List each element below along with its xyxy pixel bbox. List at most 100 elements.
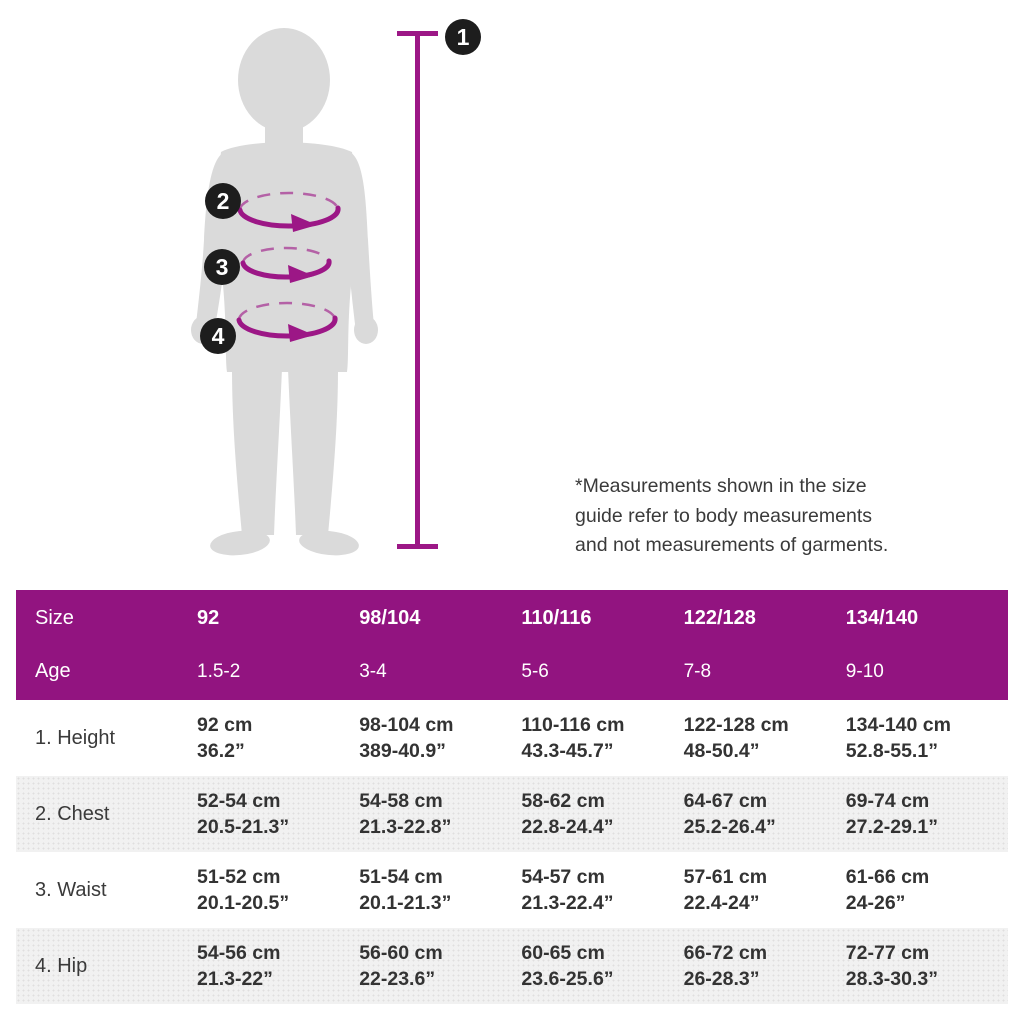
size-value: 98/104 <box>359 607 421 629</box>
cm-value: 92 cm <box>197 714 253 736</box>
measure-cell: 54-57 cm 21.3-22.4” <box>521 864 683 916</box>
marker-badge-2: 2 <box>205 183 241 219</box>
age-value: 1.5-2 <box>197 660 241 682</box>
inch-value: 43.3-45.7” <box>521 740 614 762</box>
marker-badge-1: 1 <box>445 19 481 55</box>
inch-value: 21.3-22” <box>197 968 273 990</box>
size-guide-table: Size 92 98/104 110/116 122/128 134/140 A… <box>16 590 1008 1004</box>
measure-cell: 134-140 cm 52.8-55.1” <box>846 712 1008 764</box>
cm-value: 72-77 cm <box>845 942 930 964</box>
cm-value: 58-62 cm <box>521 790 605 812</box>
size-row-label: Size <box>35 607 74 629</box>
row-label: 4. Hip <box>35 954 88 977</box>
row-label: 2. Chest <box>35 802 110 825</box>
table-row-waist: 3. Waist 51-52 cm 20.1-20.5” 51-54 cm 20… <box>16 852 1008 928</box>
cm-value: 122-128 cm <box>683 714 789 736</box>
cm-value: 56-60 cm <box>359 942 443 964</box>
age-value: 9-10 <box>845 660 884 682</box>
measure-cell: 64-67 cm 25.2-26.4” <box>684 788 846 840</box>
cm-value: 69-74 cm <box>845 790 930 812</box>
inch-value: 20.5-21.3” <box>197 816 290 838</box>
cm-value: 51-52 cm <box>197 866 281 888</box>
note-line: guide refer to body measurements <box>575 504 872 527</box>
age-value: 7-8 <box>683 660 712 682</box>
cm-value: 60-65 cm <box>521 942 605 964</box>
measure-cell: 122-128 cm 48-50.4” <box>684 712 846 764</box>
inch-value: 22-23.6” <box>359 968 436 990</box>
inch-value: 21.3-22.4” <box>521 892 614 914</box>
measurement-note: *Measurements shown in the size guide re… <box>575 472 955 561</box>
measure-cell: 57-61 cm 22.4-24” <box>684 864 846 916</box>
size-value: 92 <box>197 607 220 629</box>
row-label: 3. Waist <box>35 878 107 901</box>
cm-value: 54-58 cm <box>359 790 443 812</box>
age-value: 3-4 <box>359 660 387 682</box>
size-value: 134/140 <box>845 607 919 629</box>
inch-value: 20.1-21.3” <box>359 892 452 914</box>
cm-value: 110-116 cm <box>521 714 625 736</box>
inch-value: 26-28.3” <box>683 968 760 990</box>
measure-cell: 92 cm 36.2” <box>197 712 359 764</box>
cm-value: 64-67 cm <box>683 790 768 812</box>
height-measure-line <box>397 31 438 549</box>
inch-value: 28.3-30.3” <box>845 968 938 990</box>
cm-value: 52-54 cm <box>197 790 281 812</box>
row-label: 1. Height <box>35 726 116 749</box>
chest-girth-ellipse-icon <box>237 191 341 232</box>
age-row-label: Age <box>35 660 71 682</box>
measure-cell: 69-74 cm 27.2-29.1” <box>846 788 1008 840</box>
table-header: Size 92 98/104 110/116 122/128 134/140 A… <box>16 590 1008 700</box>
hip-girth-ellipse-icon <box>236 301 338 342</box>
note-line: *Measurements shown in the size <box>575 475 867 497</box>
inch-value: 24-26” <box>845 892 906 914</box>
inch-value: 23.6-25.6” <box>521 968 614 990</box>
measure-cell: 66-72 cm 26-28.3” <box>684 940 846 992</box>
inch-value: 52.8-55.1” <box>845 740 938 762</box>
waist-girth-ellipse-icon <box>240 246 332 283</box>
cm-value: 61-66 cm <box>845 866 930 888</box>
cm-value: 57-61 cm <box>683 866 768 888</box>
size-value: 110/116 <box>521 607 592 629</box>
cm-value: 54-57 cm <box>521 866 605 888</box>
measure-cell: 98-104 cm 389-40.9” <box>359 712 521 764</box>
cm-value: 54-56 cm <box>197 942 281 964</box>
cm-value: 66-72 cm <box>683 942 768 964</box>
measure-cell: 60-65 cm 23.6-25.6” <box>521 940 683 992</box>
header-size-row: Size 92 98/104 110/116 122/128 134/140 <box>16 599 1008 639</box>
child-silhouette-icon <box>191 28 378 556</box>
marker-badge-3: 3 <box>204 249 240 285</box>
inch-value: 22.4-24” <box>683 892 760 914</box>
table-row-hip: 4. Hip 54-56 cm 21.3-22” 56-60 cm 22-23.… <box>16 928 1008 1004</box>
measure-cell: 54-56 cm 21.3-22” <box>197 940 359 992</box>
measure-cell: 54-58 cm 21.3-22.8” <box>359 788 521 840</box>
inch-value: 21.3-22.8” <box>359 816 452 838</box>
table-row-height: 1. Height 92 cm 36.2” 98-104 cm 389-40.9… <box>16 700 1008 776</box>
cm-value: 134-140 cm <box>845 714 951 736</box>
measure-cell: 51-52 cm 20.1-20.5” <box>197 864 359 916</box>
measure-cell: 72-77 cm 28.3-30.3” <box>846 940 1008 992</box>
inch-value: 27.2-29.1” <box>845 816 938 838</box>
inch-value: 20.1-20.5” <box>197 892 290 914</box>
inch-value: 36.2” <box>197 740 245 762</box>
size-value: 122/128 <box>683 607 756 629</box>
header-age-row: Age 1.5-2 3-4 5-6 7-8 9-10 <box>16 652 1008 692</box>
measurement-diagram: 1 2 3 4 *Measurements shown in the size … <box>191 19 955 561</box>
measure-cell: 52-54 cm 20.5-21.3” <box>197 788 359 840</box>
note-line: and not measurements of garments. <box>575 534 889 556</box>
diagram-graphics <box>191 28 438 556</box>
table-row-chest: 2. Chest 52-54 cm 20.5-21.3” 54-58 cm 21… <box>16 776 1008 852</box>
inch-value: 22.8-24.4” <box>521 816 614 838</box>
cm-value: 98-104 cm <box>359 714 454 736</box>
measure-cell: 56-60 cm 22-23.6” <box>359 940 521 992</box>
cm-value: 51-54 cm <box>359 866 443 888</box>
inch-value: 25.2-26.4” <box>683 816 776 838</box>
measure-cell: 110-116 cm 43.3-45.7” <box>521 712 683 764</box>
measure-cell: 51-54 cm 20.1-21.3” <box>359 864 521 916</box>
measure-cell: 61-66 cm 24-26” <box>846 864 1008 916</box>
inch-value: 48-50.4” <box>683 740 760 762</box>
measure-cell: 58-62 cm 22.8-24.4” <box>521 788 683 840</box>
age-value: 5-6 <box>521 660 549 682</box>
inch-value: 389-40.9” <box>359 740 446 762</box>
marker-badge-4: 4 <box>200 318 236 354</box>
